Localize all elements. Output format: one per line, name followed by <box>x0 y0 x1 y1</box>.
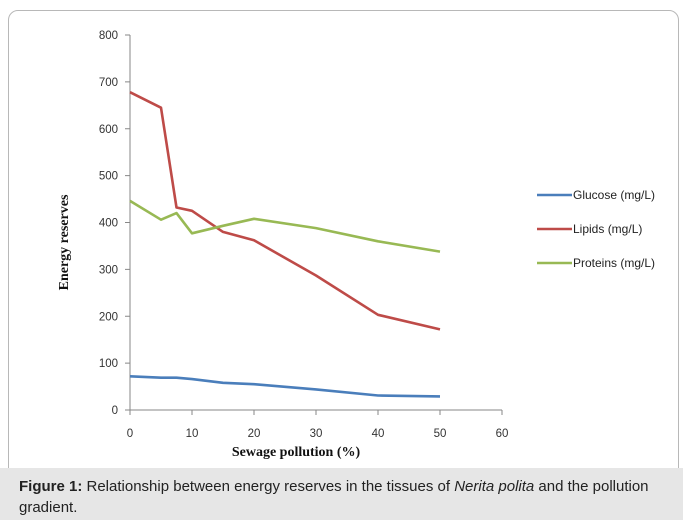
caption-species: Nerita polita <box>454 478 535 495</box>
figure-frame <box>8 10 679 520</box>
series-line-lipids <box>129 91 441 331</box>
legend-label-proteins: Proteins (mg/L) <box>573 256 655 270</box>
figure-caption: Figure 1: Relationship between energy re… <box>0 468 683 520</box>
series-line-proteins <box>129 199 441 253</box>
x-axis-title: Sewage pollution (%) <box>232 445 361 460</box>
y-axis-title: Energy reserves <box>57 194 72 290</box>
y-tick-label: 0 <box>112 405 118 417</box>
y-tick-label: 100 <box>99 358 118 370</box>
caption-label: Figure 1: <box>19 478 83 495</box>
y-tick-label: 800 <box>99 30 118 42</box>
y-tick-label: 600 <box>99 124 118 136</box>
y-tick-label: 400 <box>99 218 118 230</box>
caption-text-before: Relationship between energy reserves in … <box>82 478 455 495</box>
y-tick-label: 500 <box>99 171 118 183</box>
x-axis-ticks: 0 10 20 30 40 50 60 <box>127 410 509 440</box>
legend-label-lipids: Lipids (mg/L) <box>573 222 642 236</box>
x-tick-label: 0 <box>127 428 133 440</box>
x-tick-label: 50 <box>434 428 447 440</box>
y-tick-label: 300 <box>99 264 118 276</box>
y-tick-label: 700 <box>99 77 118 89</box>
legend: Glucose (mg/L) Lipids (mg/L) Proteins (mg/… <box>537 188 655 270</box>
x-tick-label: 10 <box>186 428 199 440</box>
series-lines <box>129 91 441 398</box>
x-tick-label: 30 <box>310 428 323 440</box>
series-line-glucose <box>129 375 441 398</box>
axes <box>129 35 502 411</box>
y-tick-label: 200 <box>99 311 118 323</box>
x-tick-label: 60 <box>496 428 509 440</box>
legend-label-glucose: Glucose (mg/L) <box>573 188 655 202</box>
x-tick-label: 20 <box>248 428 261 440</box>
caption-text-after: and the pollution gradient. <box>19 478 649 516</box>
y-axis-ticks: 0 100 200 300 400 500 600 700 800 <box>99 30 130 417</box>
x-tick-label: 40 <box>372 428 385 440</box>
